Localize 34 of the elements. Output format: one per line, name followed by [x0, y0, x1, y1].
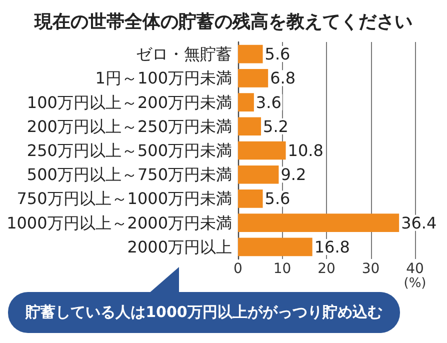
x-tick-label: 0: [234, 261, 242, 277]
bar: [238, 44, 263, 64]
x-tick-label: 10: [273, 261, 292, 277]
bar: [238, 93, 254, 112]
x-axis-title: (%): [404, 276, 426, 291]
y-tick-label: 750万円以上～1000万円未満: [16, 189, 232, 208]
bar: [238, 165, 279, 184]
y-tick-label: 1000万円以上～2000万円未満: [6, 213, 232, 232]
data-label: 10.8: [288, 141, 324, 160]
bar: [238, 69, 268, 88]
bar: [238, 190, 263, 208]
data-label: 9.2: [280, 165, 306, 184]
data-label: 5.6: [264, 44, 290, 64]
x-tick-label: 20: [318, 261, 336, 277]
x-tick-label: 30: [362, 261, 380, 277]
data-label: 16.8: [314, 237, 350, 256]
data-label: 3.6: [256, 92, 282, 112]
y-tick-label: 100万円以上～200万円未満: [26, 92, 232, 112]
bar: [238, 238, 312, 256]
y-tick-label: 250万円以上～500万円未満: [26, 141, 232, 160]
bar: [238, 141, 286, 160]
data-label: 6.8: [270, 68, 296, 88]
x-tick-label: 40: [406, 261, 424, 277]
data-label: 5.2: [263, 116, 288, 136]
bar: [238, 214, 400, 232]
y-tick-label: 2000万円以上: [127, 237, 232, 256]
y-tick-label: 1円～100万円未満: [95, 68, 232, 88]
y-tick-label: ゼロ・無貯蓄: [136, 44, 232, 64]
chart-title: 現在の世帯全体の貯蓄の残高を教えてください: [34, 12, 412, 32]
bar: [238, 117, 262, 136]
data-label: 36.4: [401, 213, 437, 232]
y-tick-label: 500万円以上～750万円未満: [26, 165, 232, 184]
data-label: 5.6: [264, 189, 290, 208]
y-tick-label: 200万円以上～250万円未満: [26, 116, 232, 136]
